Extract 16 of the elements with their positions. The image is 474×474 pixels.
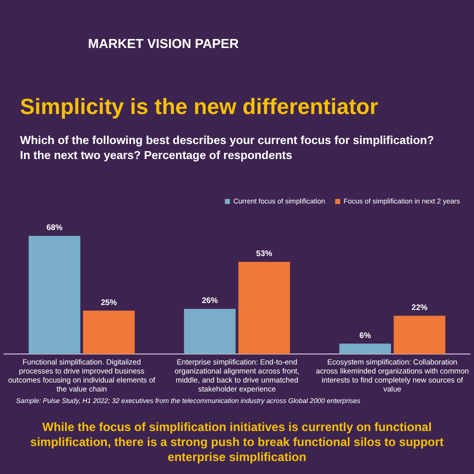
data-label: 53% — [256, 249, 272, 258]
data-label: 22% — [412, 302, 428, 312]
data-label: 68% — [46, 223, 62, 232]
bar — [184, 308, 236, 354]
bar — [83, 310, 135, 354]
data-label: 26% — [202, 296, 218, 306]
text: MARKET VISION PAPER — [88, 36, 239, 51]
chart-title: Simplicity is the new differentiator — [20, 94, 378, 120]
data-label: 25% — [100, 298, 117, 307]
data-label: 6% — [359, 330, 371, 340]
bar — [339, 344, 391, 354]
chart-subtitle: Which of the following best describes your current focus for simplification? In the next two years? Percentage of respondents — [20, 134, 436, 164]
bar — [28, 236, 80, 354]
bar — [238, 262, 290, 354]
text: While the focus of simplification initiatives is currently on functional simplification, there is a strong push to break functional silos to support enterprise simplification — [29, 420, 445, 465]
bar — [394, 316, 446, 354]
